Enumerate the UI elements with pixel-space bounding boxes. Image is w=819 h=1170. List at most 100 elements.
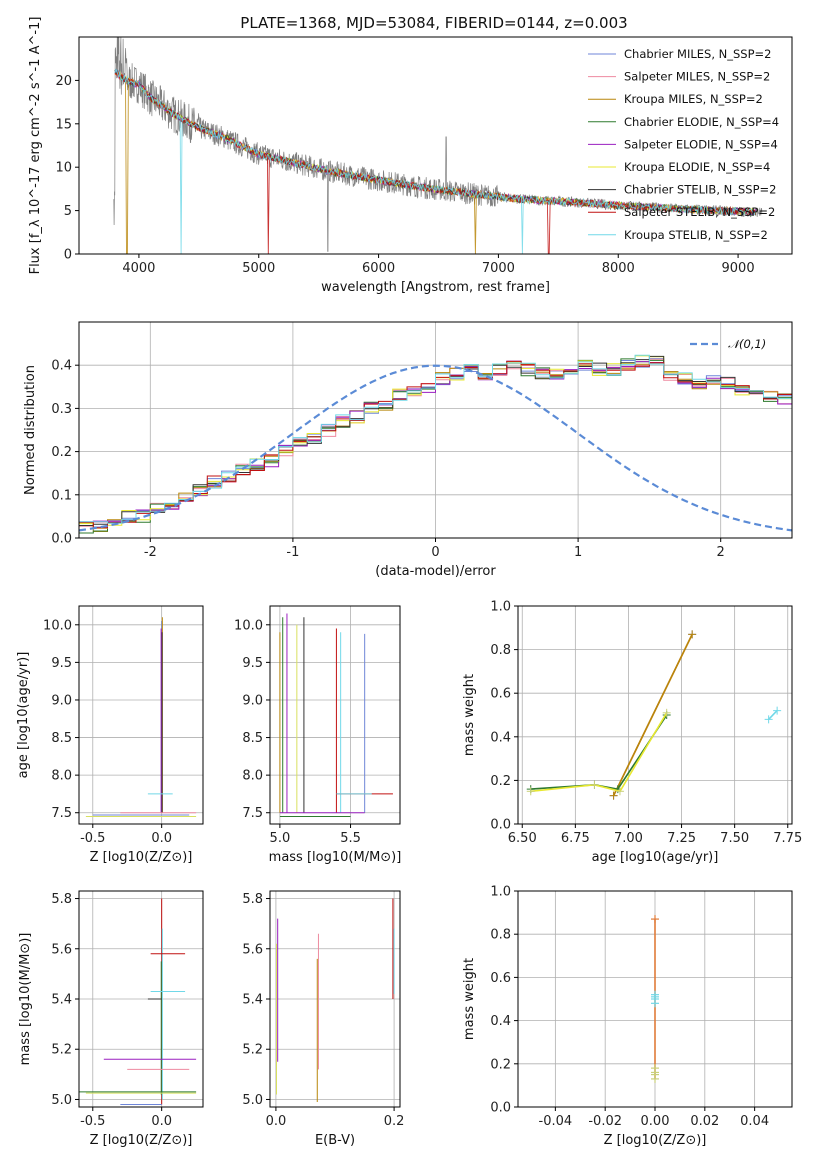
x-tick-label: 5.5	[340, 831, 361, 846]
y-tick-label: 5.8	[242, 892, 263, 907]
y-tick-label: 8.0	[51, 769, 72, 784]
histogram-step-4	[79, 360, 792, 523]
y-tick-label: 20	[55, 74, 72, 89]
x-tick-label: 0.0	[266, 1114, 287, 1129]
y-tick-label: 9.5	[242, 656, 263, 671]
y-tick-label: 5.0	[51, 1093, 72, 1108]
y-tick-label: 0.0	[490, 818, 511, 833]
y-tick-label: 15	[55, 117, 72, 132]
plot-area	[85, 617, 197, 817]
y-axis-label: mass [log10(M/M⊙)]	[18, 933, 33, 1066]
y-tick-label: 10.0	[234, 618, 263, 633]
x-axis-label: mass [log10(M/M⊙)]	[269, 850, 402, 865]
x-axis-label: (data-model)/error	[375, 564, 496, 579]
y-tick-label: 5	[64, 204, 72, 219]
x-axis-label: Z [log10(Z/Z⊙)]	[90, 850, 193, 865]
x-tick-label: 7000	[482, 261, 515, 276]
x-tick-label: 1	[574, 545, 582, 560]
plot-area	[279, 613, 393, 817]
y-tick-label: 10.0	[43, 618, 72, 633]
weight-series-kroupa-elodie	[530, 712, 668, 793]
normal-curve	[79, 364, 792, 532]
y-axis-label: Flux [f_λ 10^-17 erg cm^-2 s^-1 A^-1]	[28, 17, 43, 275]
y-tick-label: 0.8	[490, 928, 511, 943]
x-axis-label: wavelength [Angstrom, rest frame]	[321, 280, 550, 295]
histogram-step-3	[79, 358, 792, 534]
axes-frame	[517, 605, 793, 825]
x-tick-label: 4000	[122, 261, 155, 276]
legend-label: Salpeter ELODIE, N_SSP=4	[624, 137, 778, 151]
x-tick-label: 0.0	[151, 831, 172, 846]
axes-frame	[78, 605, 204, 825]
y-tick-label: 0.1	[51, 488, 72, 503]
x-axis-label: E(B-V)	[315, 1133, 355, 1148]
plot-area	[79, 898, 197, 1105]
axes-frame	[78, 36, 793, 255]
y-tick-label: 9.0	[51, 693, 72, 708]
y-axis-label: Normed distribution	[23, 365, 38, 495]
plot-area	[79, 354, 792, 534]
x-tick-label: 6000	[362, 261, 395, 276]
axes-frame	[269, 605, 401, 825]
y-tick-label: 0.6	[490, 971, 511, 986]
x-tick-label: -0.5	[80, 831, 105, 846]
histogram-step-2	[79, 362, 792, 532]
plot-area	[651, 915, 659, 1083]
y-tick-label: 0.2	[490, 1057, 511, 1072]
y-tick-label: 0.4	[490, 730, 511, 745]
x-tick-label: 0.00	[641, 1114, 670, 1129]
y-tick-label: 0.0	[490, 1101, 511, 1116]
y-tick-label: 5.0	[242, 1093, 263, 1108]
y-axis-label: mass weight	[462, 958, 477, 1040]
y-tick-label: 0.8	[490, 643, 511, 658]
legend-label: Kroupa MILES, N_SSP=2	[624, 92, 763, 106]
x-tick-label: 6.50	[508, 831, 537, 846]
legend-label: Chabrier ELODIE, N_SSP=4	[624, 115, 779, 129]
histogram-step-1	[79, 358, 792, 527]
y-tick-label: 8.0	[242, 769, 263, 784]
model-line-kroupa-stelib	[114, 68, 756, 254]
plot-area	[526, 630, 782, 800]
x-tick-label: 9000	[722, 261, 755, 276]
y-tick-label: 7.5	[51, 806, 72, 821]
x-tick-label: -1	[286, 545, 299, 560]
figure-title: PLATE=1368, MJD=53084, FIBERID=0144, z=0…	[240, 14, 627, 32]
y-tick-label: 0	[64, 248, 72, 263]
x-tick-label: 6.75	[561, 831, 590, 846]
y-tick-label: 7.5	[242, 806, 263, 821]
x-tick-label: -0.04	[539, 1114, 573, 1129]
plot-area	[276, 898, 395, 1102]
legend-label: Salpeter MILES, N_SSP=2	[624, 70, 770, 84]
histogram-step-0	[79, 358, 792, 528]
x-tick-label: 7.50	[720, 831, 749, 846]
x-tick-label: -0.5	[80, 1114, 105, 1129]
y-tick-label: 5.8	[51, 892, 72, 907]
y-tick-label: 0.6	[490, 687, 511, 702]
y-tick-label: 1.0	[490, 885, 511, 900]
y-tick-label: 1.0	[490, 600, 511, 615]
y-tick-label: 9.5	[51, 656, 72, 671]
histogram-step-8	[79, 354, 792, 524]
plot-area	[113, 37, 763, 254]
weight-series-chabrier-elodie	[530, 714, 668, 790]
x-tick-label: -2	[144, 545, 157, 560]
y-tick-label: 5.4	[51, 993, 72, 1008]
y-tick-label: 0.2	[490, 774, 511, 789]
y-tick-label: 8.5	[242, 731, 263, 746]
x-tick-label: 8000	[602, 261, 635, 276]
legend-label: Kroupa ELODIE, N_SSP=4	[624, 160, 770, 174]
x-axis-label: Z [log10(Z/Z⊙)]	[90, 1133, 193, 1148]
legend-label: Chabrier MILES, N_SSP=2	[624, 47, 771, 61]
small-panels: -0.5 0.0 7.5 8.0 8.5 9.0 9.5 10.0 Z [log10(Z/Z⊙)…	[16, 600, 802, 1149]
y-tick-label: 0.2	[51, 445, 72, 460]
x-axis-label: age [log10(age/yr)]	[592, 850, 719, 865]
x-tick-label: 5000	[242, 261, 275, 276]
y-tick-label: 5.4	[242, 993, 263, 1008]
x-axis-label: Z [log10(Z/Z⊙)]	[604, 1133, 707, 1148]
y-tick-label: 5.6	[51, 942, 72, 957]
y-axis-label: mass weight	[462, 674, 477, 756]
legend-label: Chabrier STELIB, N_SSP=2	[624, 183, 776, 197]
x-tick-label: 0.2	[384, 1114, 405, 1129]
histogram-step-7	[79, 360, 792, 529]
